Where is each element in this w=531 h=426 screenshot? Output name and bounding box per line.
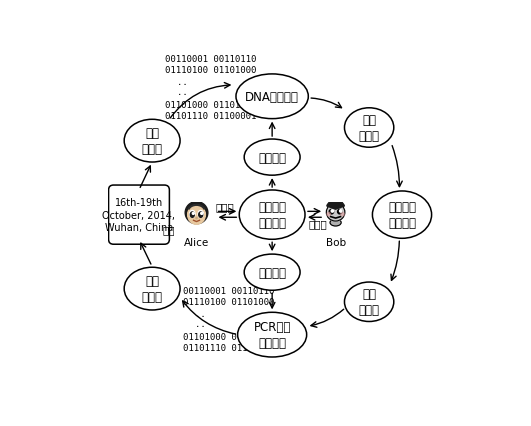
Ellipse shape (236, 75, 309, 119)
Text: 01101000 01101001: 01101000 01101001 (165, 101, 256, 110)
Text: ..          ..: .. .. (195, 319, 270, 328)
Text: 00110001 00110110: 00110001 00110110 (183, 286, 275, 295)
Text: 01101000 01101001: 01101000 01101001 (183, 332, 275, 341)
Ellipse shape (244, 254, 300, 291)
Text: 01110100 01101000: 01110100 01101000 (165, 66, 256, 75)
Text: 密文
混合物: 密文 混合物 (358, 288, 380, 317)
Text: Alice: Alice (184, 237, 209, 247)
Text: 数据
预处理: 数据 预处理 (142, 127, 162, 156)
Text: ..          ..: .. .. (177, 78, 252, 87)
Text: 01101110 01100001: 01101110 01100001 (165, 112, 256, 121)
Ellipse shape (345, 109, 394, 148)
Text: 明文: 明文 (162, 225, 175, 235)
Text: Bob: Bob (326, 237, 346, 247)
Ellipse shape (244, 140, 300, 176)
Text: 公开途径
传递密文: 公开途径 传递密文 (388, 201, 416, 230)
Text: DNA密文序列: DNA密文序列 (245, 91, 299, 104)
Text: 00110001 00110110: 00110001 00110110 (165, 55, 256, 64)
Ellipse shape (124, 268, 180, 310)
Text: 前引物: 前引物 (215, 202, 234, 212)
Text: 后引物: 后引物 (309, 219, 328, 228)
Text: 密文
混合物: 密文 混合物 (358, 114, 380, 143)
Text: 通过安全
途径传送: 通过安全 途径传送 (258, 201, 286, 230)
Ellipse shape (124, 120, 180, 163)
Text: ..          ..: .. .. (177, 88, 252, 97)
Text: 数据
后处理: 数据 后处理 (142, 274, 162, 303)
Ellipse shape (345, 282, 394, 322)
Ellipse shape (239, 190, 305, 240)
Text: 01110100 01101000: 01110100 01101000 (183, 298, 275, 307)
Ellipse shape (372, 192, 432, 239)
Text: 16th-19th
October, 2014,
Wuhan, China: 16th-19th October, 2014, Wuhan, China (102, 198, 175, 233)
Ellipse shape (237, 313, 307, 357)
Text: 已知引物: 已知引物 (258, 266, 286, 279)
FancyBboxPatch shape (108, 186, 169, 245)
Text: 01101110 01100001: 01101110 01100001 (183, 343, 275, 352)
Text: ..          ..: .. .. (195, 309, 270, 318)
Text: PCR扩增
测序处理: PCR扩增 测序处理 (253, 320, 291, 349)
Text: 已知引物: 已知引物 (258, 151, 286, 164)
